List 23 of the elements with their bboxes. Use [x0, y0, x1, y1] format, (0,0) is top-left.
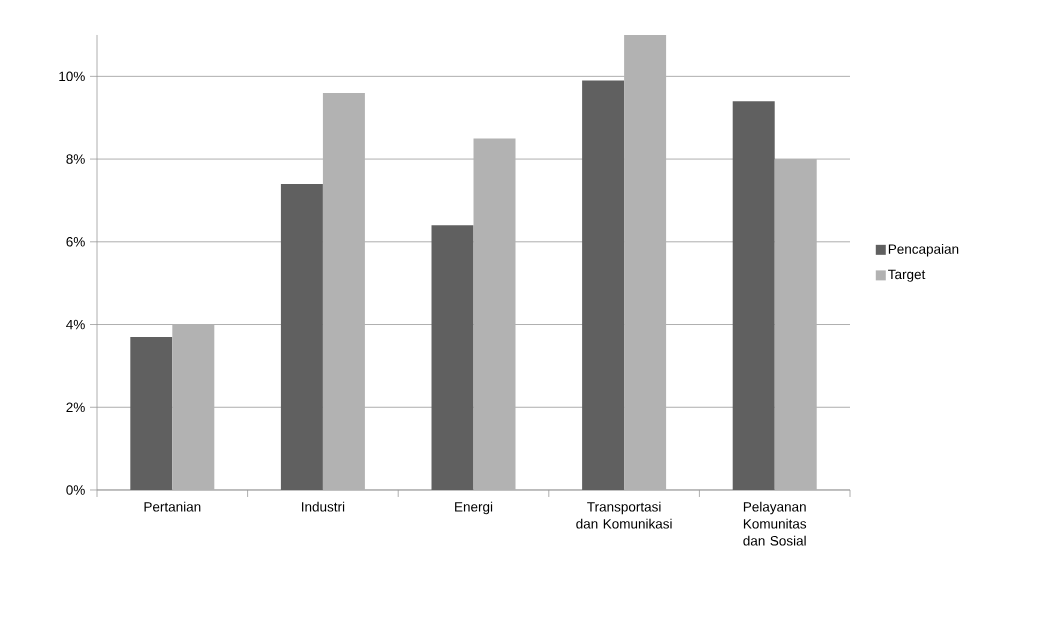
- bar: [322, 92, 365, 490]
- x-tick-label: Pelayanan Komunitas dan Sosial: [743, 501, 807, 546]
- y-tick-label: 4%: [66, 319, 85, 330]
- bar: [774, 159, 817, 490]
- bar: [431, 225, 474, 490]
- bar: [582, 80, 625, 490]
- bar: [732, 101, 775, 490]
- bar: [280, 183, 323, 490]
- x-tick-label: Industri: [302, 501, 345, 512]
- legend-label: Target: [888, 269, 926, 282]
- y-tick-label: 6%: [66, 237, 85, 247]
- x-tick-label: Energi: [455, 501, 493, 515]
- bar: [130, 336, 173, 490]
- y-tick-label: 10%: [59, 71, 85, 82]
- x-tick-label: Pertanian: [144, 501, 201, 512]
- legend-label: Pencapaian: [888, 243, 959, 257]
- y-tick-label: 2%: [66, 402, 85, 413]
- x-tick-label: Transportasi dan Komunikasi: [576, 501, 672, 529]
- y-tick-label: 8%: [66, 154, 85, 164]
- bar: [624, 34, 667, 490]
- y-tick-label: 0%: [66, 485, 85, 495]
- bar: [172, 324, 215, 490]
- bar: [473, 138, 516, 490]
